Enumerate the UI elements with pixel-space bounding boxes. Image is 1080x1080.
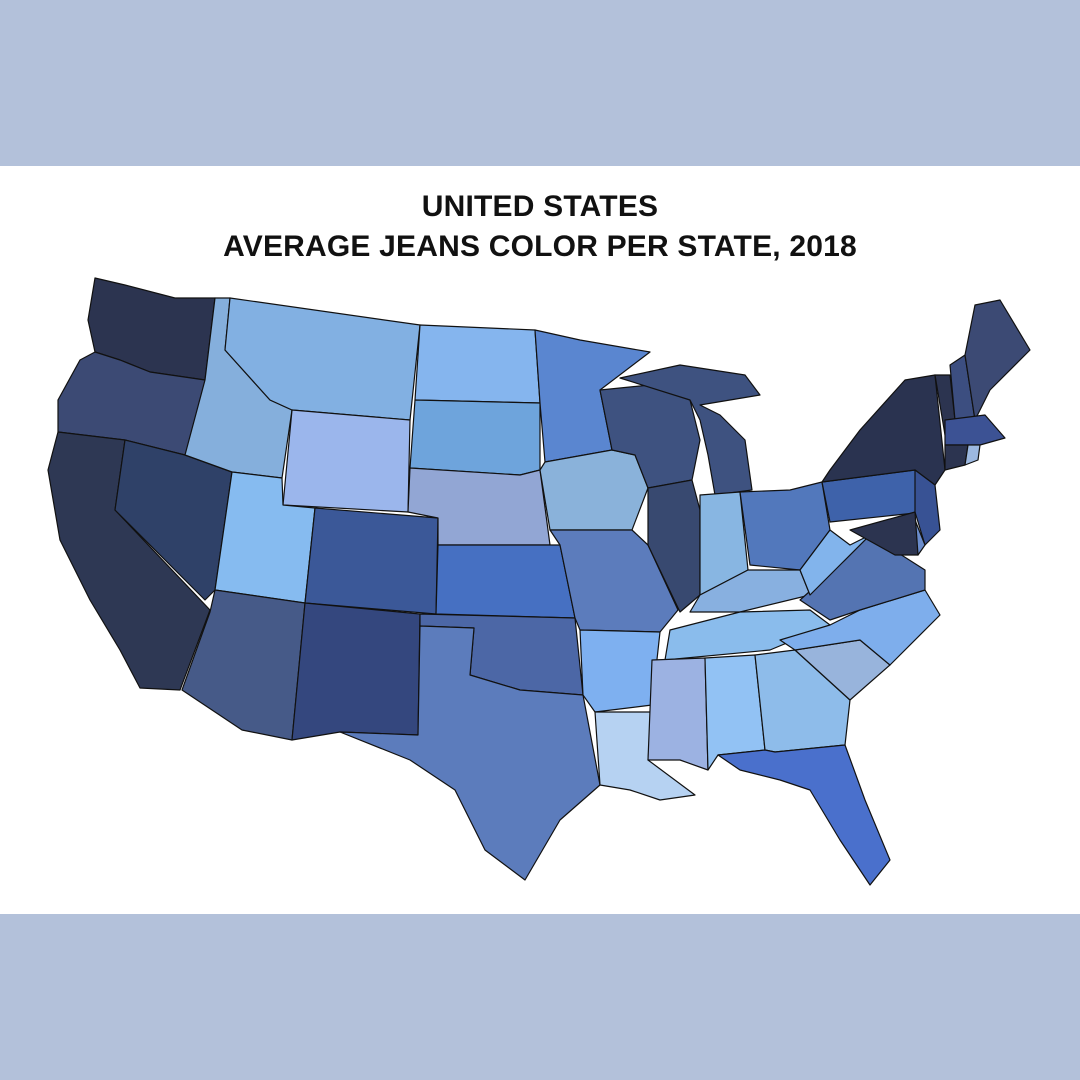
state-ME: [964, 299, 1031, 421]
state-TX: [339, 625, 601, 881]
state-FL: [717, 744, 891, 886]
state-MI: [619, 364, 761, 496]
title-line-1: UNITED STATES: [421, 190, 659, 223]
map-panel: UNITED STATES AVERAGE JEANS COLOR PER ST…: [0, 166, 1080, 914]
state-IA: [539, 449, 649, 531]
us-choropleth-map: [47, 277, 1031, 886]
state-KS: [435, 544, 576, 619]
state-CT: [944, 444, 969, 471]
state-CO: [304, 507, 439, 615]
top-band: [0, 0, 1080, 166]
state-MA: [944, 414, 1006, 446]
state-NY: [821, 374, 946, 486]
state-NJ: [914, 469, 941, 546]
bottom-band: [0, 914, 1080, 1080]
state-SD: [409, 399, 541, 476]
state-ND: [414, 324, 541, 404]
state-MS: [647, 657, 709, 771]
state-NC: [779, 589, 941, 666]
state-AR: [579, 629, 661, 713]
state-NM: [291, 602, 421, 741]
state-RI: [964, 444, 981, 466]
title-line-2: AVERAGE JEANS COLOR PER STATE, 2018: [223, 230, 857, 263]
state-MD: [849, 511, 919, 556]
state-WY: [282, 409, 411, 513]
